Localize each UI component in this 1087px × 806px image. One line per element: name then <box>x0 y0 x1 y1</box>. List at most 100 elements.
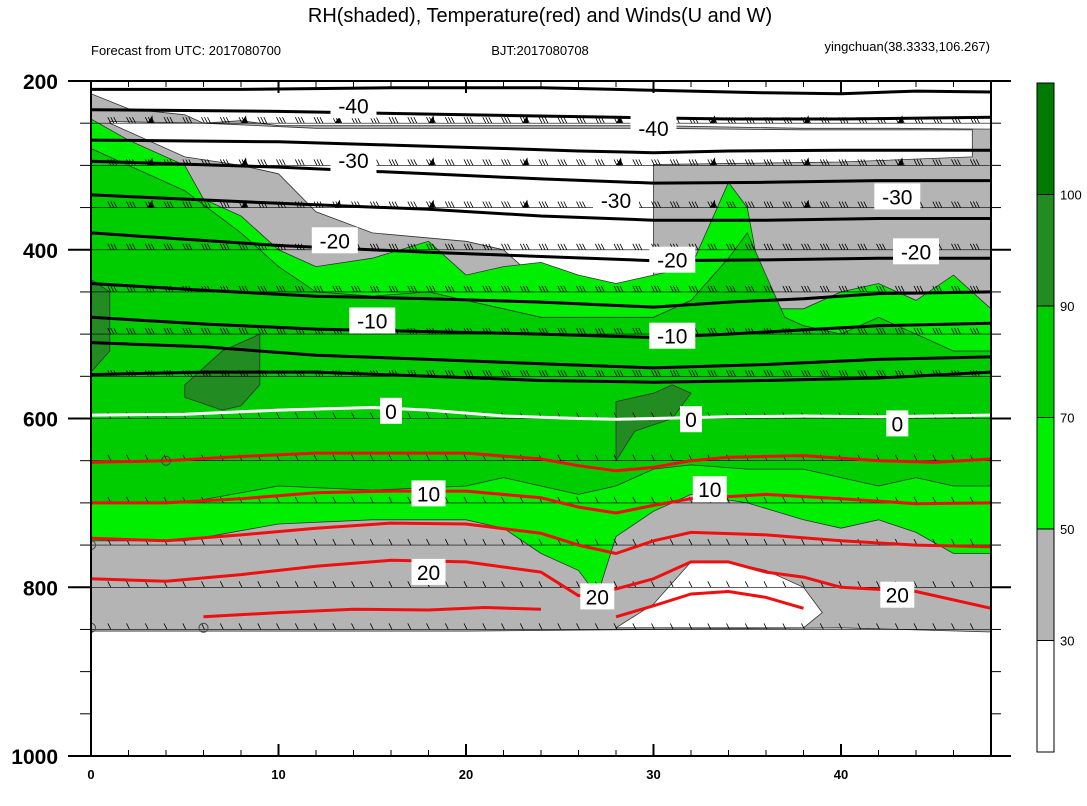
svg-text:-10: -10 <box>357 311 387 334</box>
svg-text:0: 0 <box>385 401 397 424</box>
x-tick-label: 0 <box>87 767 94 782</box>
x-tick-label: 10 <box>271 767 285 782</box>
svg-text:-10: -10 <box>657 326 687 349</box>
wind-pennant <box>522 73 528 81</box>
wind-pennant <box>804 73 810 81</box>
chart-title: RH(shaded), Temperature(red) and Winds(U… <box>308 5 772 27</box>
y-tick-label: 800 <box>23 577 58 600</box>
station-subtitle: yingchuan(38.3333,106.267) <box>824 39 990 54</box>
colorbar-swatch-2 <box>1036 417 1055 530</box>
wind-pennant <box>241 73 247 81</box>
isotherm-black-0 <box>91 86 991 96</box>
isotherm-black-3 <box>91 159 991 185</box>
wind-pennant <box>616 73 622 81</box>
isotherm-black-2 <box>91 138 991 155</box>
contour-label-3: -30 <box>593 186 639 213</box>
forecast-subtitle: Forecast from UTC: 2017080700 <box>91 43 281 58</box>
contour-label-2: -30 <box>330 147 377 174</box>
wind-pennant <box>335 73 341 81</box>
svg-text:0: 0 <box>891 413 903 436</box>
contour-label-0: -40 <box>330 92 377 119</box>
isotherm-red-5 <box>615 590 804 619</box>
isotherm-black-7 <box>91 315 991 339</box>
contour-label-6: -20 <box>649 246 696 273</box>
calm-wind-circle-3 <box>198 622 209 633</box>
x-tick-label: 30 <box>646 767 660 782</box>
wind-pennant <box>709 157 716 166</box>
contour-label-14: 10 <box>692 476 727 503</box>
contour-label-4: -30 <box>874 183 921 210</box>
wind-pennant <box>429 73 435 81</box>
isotherm-black-8 <box>91 341 991 370</box>
contour-label-1: -40 <box>630 115 677 142</box>
wind-pennant <box>897 73 903 81</box>
isotherm-black-9 <box>91 370 991 384</box>
wind-pennant <box>147 115 154 124</box>
colorbar-label: 100 <box>1060 188 1082 203</box>
colorbar-swatch-4 <box>1036 194 1055 307</box>
svg-text:20: 20 <box>417 562 440 585</box>
wind-pennant <box>897 157 904 166</box>
isotherm-black-6 <box>91 282 991 309</box>
y-tick-label: 400 <box>23 240 58 263</box>
svg-text:-30: -30 <box>601 190 631 213</box>
plot-area: -40 -40 -30 -30 -30 -20 -20 -20 -10 -10 0 0 0 10 10 20 2… <box>91 73 991 633</box>
contour-label-13: 10 <box>411 480 446 507</box>
wind-barb-row-13 <box>107 623 974 630</box>
contour-label-16: 20 <box>580 583 615 610</box>
wind-pennant <box>241 157 247 166</box>
calm-wind-circle-2 <box>91 622 96 633</box>
isotherm-black-1 <box>91 108 991 121</box>
svg-text:-20: -20 <box>320 230 350 253</box>
wind-pennant <box>522 157 529 166</box>
rh-region-5 <box>91 278 111 373</box>
bjt-subtitle: BJT:2017080708 <box>491 43 589 58</box>
wind-barb-row-0 <box>110 73 980 82</box>
svg-text:20: 20 <box>586 586 609 609</box>
contour-label-11: 0 <box>680 406 702 433</box>
colorbar-swatch-1 <box>1036 528 1055 641</box>
svg-text:-40: -40 <box>638 118 668 141</box>
svg-text:20: 20 <box>886 585 909 608</box>
x-tick-label: 20 <box>459 767 473 782</box>
wind-pennant <box>522 199 529 208</box>
contour-label-5: -20 <box>311 227 358 254</box>
isotherm-red-1 <box>91 489 991 515</box>
colorbar-swatch-3 <box>1036 305 1055 418</box>
calm-wind-circle-1 <box>91 540 96 551</box>
isotherm-red-3 <box>91 558 991 610</box>
wind-pennant <box>428 115 435 124</box>
colorbar-swatch-0 <box>1036 640 1055 753</box>
svg-text:-20: -20 <box>657 250 687 273</box>
contour-label-9: -10 <box>649 322 696 349</box>
colorbar-label: 90 <box>1060 299 1074 314</box>
y-tick-label: 200 <box>23 71 58 94</box>
contour-label-12: 0 <box>886 410 909 437</box>
svg-text:-30: -30 <box>882 186 912 209</box>
isotherm-zero <box>91 406 991 421</box>
calm-wind-circle-0 <box>161 455 171 466</box>
isotherm-black-4 <box>91 193 991 222</box>
wind-pennant <box>428 157 435 166</box>
wind-pennant <box>803 199 810 208</box>
wind-pennant <box>428 199 435 208</box>
svg-text:-20: -20 <box>901 241 931 264</box>
isotherm-red-0 <box>91 451 991 473</box>
wind-pennant <box>241 115 247 124</box>
rh-region-7 <box>615 384 692 463</box>
rh-region-4 <box>91 148 991 504</box>
contour-label-15: 20 <box>411 558 446 585</box>
svg-text:-40: -40 <box>338 95 368 118</box>
contour-label-17: 20 <box>880 581 915 608</box>
contour-label-7: -20 <box>893 238 939 265</box>
colorbar: 30 50 70 90 100 <box>1036 82 1082 753</box>
contour-label-10: 0 <box>380 397 402 424</box>
isotherm-red-2 <box>91 521 991 555</box>
svg-text:10: 10 <box>417 483 440 506</box>
y-tick-label: 1000 <box>11 746 58 769</box>
wind-pennant <box>710 73 716 81</box>
wind-pennant <box>616 157 622 166</box>
